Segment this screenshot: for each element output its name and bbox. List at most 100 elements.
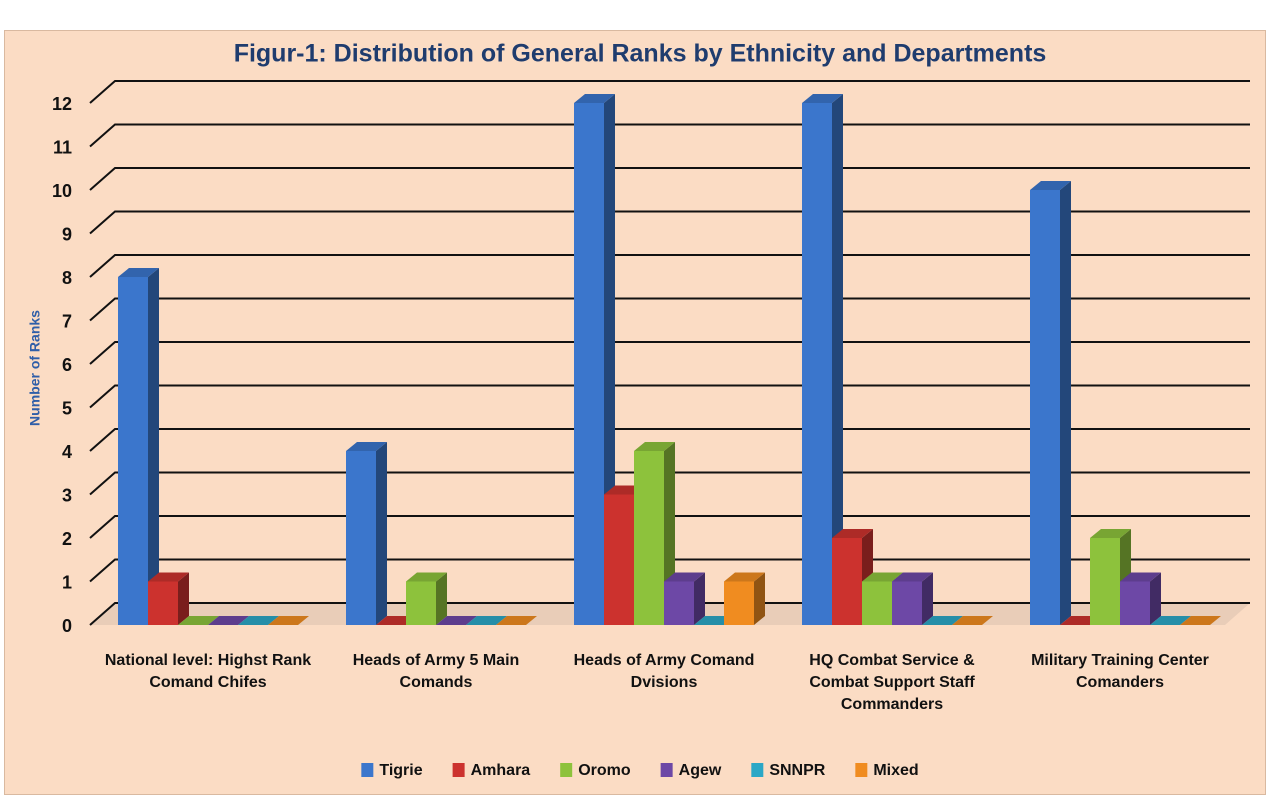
bar [436, 616, 477, 625]
grid-line [89, 341, 1250, 365]
bar-front [802, 103, 832, 625]
x-tick-label: Military Training Center Comanders [1031, 652, 1209, 691]
legend-item: SNNPR [751, 762, 826, 779]
x-tick-label: Heads of Army 5 Main Comands [352, 652, 520, 691]
bar-top [496, 616, 537, 625]
bar-side [376, 442, 387, 625]
bar-top [1090, 529, 1131, 538]
y-tick-label: 3 [62, 485, 72, 505]
legend-swatch [660, 763, 673, 777]
bar-top [1120, 572, 1161, 582]
bar-side [754, 572, 765, 625]
bar-top [1150, 616, 1191, 625]
bar [466, 616, 507, 625]
grid-line [89, 254, 1250, 278]
bar [148, 572, 189, 625]
grid-line [89, 515, 1250, 539]
bar [346, 442, 387, 625]
bar-front [724, 581, 754, 625]
bar-top [1180, 616, 1221, 625]
bar-front [862, 581, 892, 625]
legend-label: Oromo [578, 762, 631, 779]
x-tick-label: National level: Highst Rank Comand Chife… [104, 652, 312, 691]
bar-side [1060, 181, 1071, 625]
bar-top [634, 442, 675, 451]
legend-label: Mixed [873, 762, 918, 779]
bar-front [664, 581, 694, 625]
y-tick-label: 0 [62, 616, 72, 636]
bar-side [1150, 572, 1161, 625]
bar [922, 616, 963, 625]
bar [178, 616, 219, 625]
y-tick-label: 7 [62, 311, 72, 331]
y-tick-label: 2 [62, 529, 72, 549]
y-tick-label: 5 [62, 398, 72, 418]
bar-top [922, 616, 963, 625]
grid-line [89, 471, 1250, 496]
bar-side [436, 572, 447, 625]
bar-top [724, 572, 765, 582]
legend-item: Tigrie [361, 762, 423, 779]
y-tick-label: 4 [62, 442, 72, 462]
grid-line [89, 167, 1250, 191]
legend-item: Amhara [452, 762, 531, 779]
bar [724, 572, 765, 625]
bar [1180, 616, 1221, 625]
bar-top [208, 616, 249, 625]
bar [238, 616, 279, 625]
bar-front [892, 581, 922, 625]
legend-swatch [452, 763, 465, 777]
legend-swatch [361, 763, 374, 777]
bar [208, 616, 249, 625]
bar [406, 572, 447, 625]
bar-top [118, 268, 159, 277]
legend-swatch [751, 763, 764, 777]
legend-item: Agew [660, 762, 722, 779]
bar [952, 616, 993, 625]
bar-top [178, 616, 219, 625]
bar-top [436, 616, 477, 625]
bar-front [832, 538, 862, 625]
bar-top [892, 572, 933, 582]
legend-label: Amhara [471, 762, 531, 779]
x-tick-label: Heads of Army Comand Dvisions [573, 652, 755, 691]
bar-front [634, 451, 664, 625]
grid-line [89, 123, 1250, 148]
legend-label: Agew [679, 762, 722, 779]
bar [268, 616, 309, 625]
bar-top [862, 572, 903, 582]
grid-line [89, 210, 1250, 235]
bar-side [148, 268, 159, 625]
bar [1030, 181, 1071, 625]
y-tick-label: 10 [52, 181, 72, 201]
bar-front [1030, 190, 1060, 625]
bar-side [694, 572, 705, 625]
y-tick-label: 12 [52, 94, 72, 114]
bar [802, 94, 843, 625]
y-tick-label: 11 [53, 137, 72, 157]
y-tick-label: 8 [62, 268, 72, 288]
bar-side [178, 572, 189, 625]
bar-side [922, 572, 933, 625]
bar-top [664, 572, 705, 582]
bar-front [406, 581, 436, 625]
chart-title: Figur-1: Distribution of General Ranks b… [234, 40, 1047, 68]
bar-top [832, 529, 873, 538]
bar-top [1030, 181, 1071, 190]
grid-line [89, 384, 1250, 409]
y-axis-label: Number of Ranks [27, 310, 43, 426]
bar-front [346, 451, 376, 625]
bar [892, 572, 933, 625]
legend-item: Oromo [560, 762, 631, 779]
legend-label: Tigrie [379, 762, 422, 779]
bar-top [238, 616, 279, 625]
legend-label: SNNPR [769, 762, 825, 779]
bar-side [832, 94, 843, 625]
bar-front [1120, 581, 1150, 625]
y-tick-label: 6 [62, 355, 72, 375]
bar-front [604, 494, 634, 625]
bar [664, 572, 705, 625]
legend-swatch [855, 763, 868, 777]
